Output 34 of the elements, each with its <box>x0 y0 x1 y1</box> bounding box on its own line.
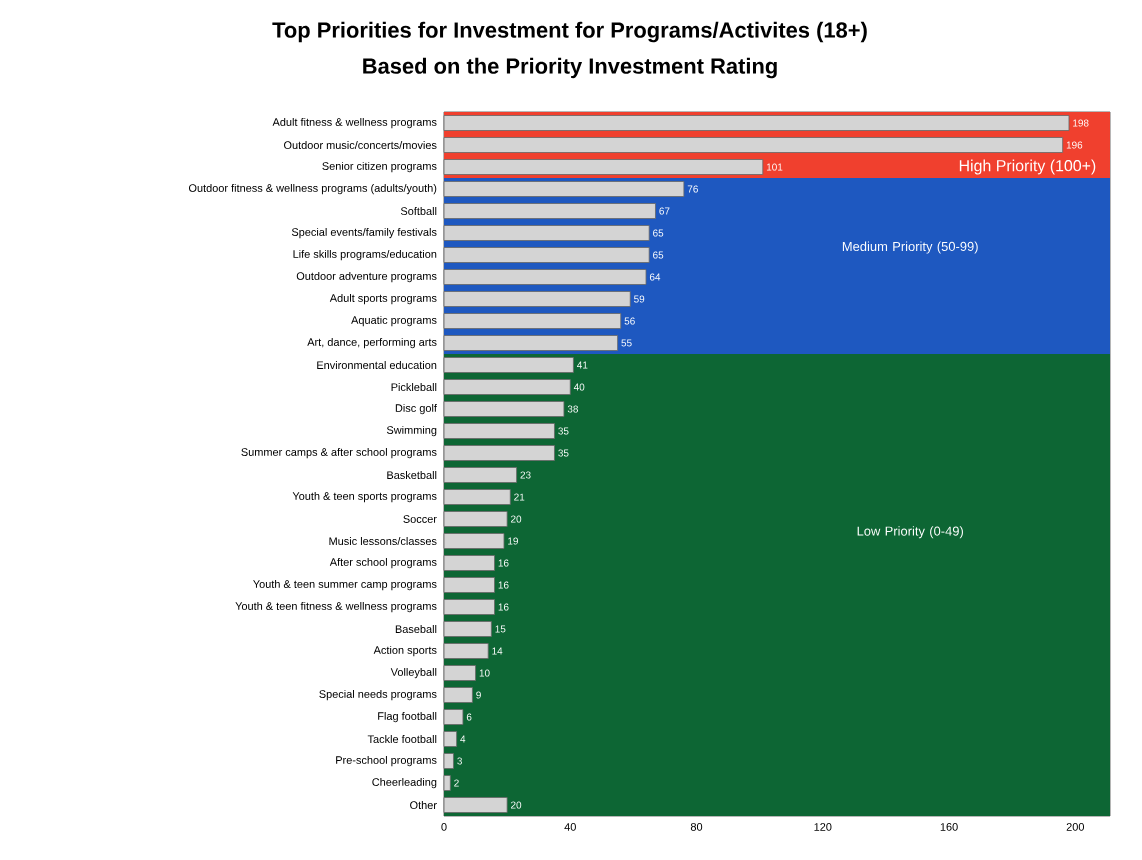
bar <box>443 423 555 439</box>
bar <box>443 731 458 747</box>
bar <box>443 775 451 791</box>
bar <box>443 181 685 197</box>
bar <box>443 445 555 461</box>
bar <box>443 467 517 483</box>
bar <box>443 203 656 219</box>
bar <box>443 621 492 637</box>
bar <box>443 225 650 241</box>
bar <box>443 247 650 263</box>
bar <box>443 357 574 373</box>
bar <box>443 599 495 615</box>
bar <box>443 665 476 681</box>
bar <box>443 643 489 659</box>
bar <box>443 291 631 307</box>
bar <box>443 533 505 549</box>
bar <box>443 577 495 593</box>
bar <box>443 753 454 769</box>
bar <box>443 555 495 571</box>
bar <box>443 269 647 285</box>
bar <box>443 159 764 175</box>
bar <box>443 401 565 417</box>
bar <box>443 115 1070 131</box>
bar <box>443 313 622 329</box>
bar <box>443 489 511 505</box>
bar <box>443 797 508 813</box>
bar <box>443 335 619 351</box>
bar <box>443 379 571 395</box>
chart-title: Top Priorities for Investment for Programs/Activites (18+) <box>272 21 867 43</box>
bar <box>443 137 1064 153</box>
chart-subtitle: Based on the Priority Investment Rating <box>363 57 777 79</box>
bar <box>443 687 473 703</box>
bar <box>443 511 508 527</box>
bar <box>443 709 464 725</box>
